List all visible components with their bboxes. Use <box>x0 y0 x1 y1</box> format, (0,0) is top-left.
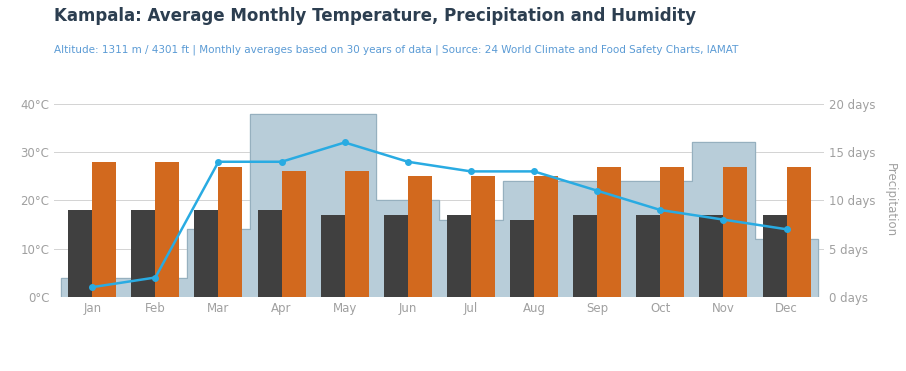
Bar <box>471 176 495 297</box>
Bar <box>92 162 116 297</box>
Y-axis label: Precipitation: Precipitation <box>883 163 897 237</box>
Bar <box>282 171 305 297</box>
Bar <box>447 215 471 297</box>
Polygon shape <box>61 114 818 297</box>
Bar <box>597 167 622 297</box>
Bar <box>573 215 597 297</box>
Bar <box>131 210 155 297</box>
Bar <box>321 215 344 297</box>
Bar <box>636 215 660 297</box>
Text: Kampala: Average Monthly Temperature, Precipitation and Humidity: Kampala: Average Monthly Temperature, Pr… <box>54 7 697 26</box>
Bar <box>408 176 432 297</box>
Bar <box>535 176 558 297</box>
Bar <box>257 210 282 297</box>
Bar <box>218 167 243 297</box>
Bar <box>195 210 218 297</box>
Bar <box>763 215 786 297</box>
Bar <box>155 162 179 297</box>
Bar <box>660 167 684 297</box>
Bar <box>344 171 369 297</box>
Bar <box>786 167 811 297</box>
Bar <box>699 215 724 297</box>
Bar <box>724 167 747 297</box>
Legend: Precipitation, Low °C, High °C, Humidity: Precipitation, Low °C, High °C, Humidity <box>255 369 623 371</box>
Bar <box>68 210 92 297</box>
Text: Altitude: 1311 m / 4301 ft | Monthly averages based on 30 years of data | Source: Altitude: 1311 m / 4301 ft | Monthly ave… <box>54 45 738 55</box>
Bar <box>510 220 535 297</box>
Bar <box>384 215 408 297</box>
